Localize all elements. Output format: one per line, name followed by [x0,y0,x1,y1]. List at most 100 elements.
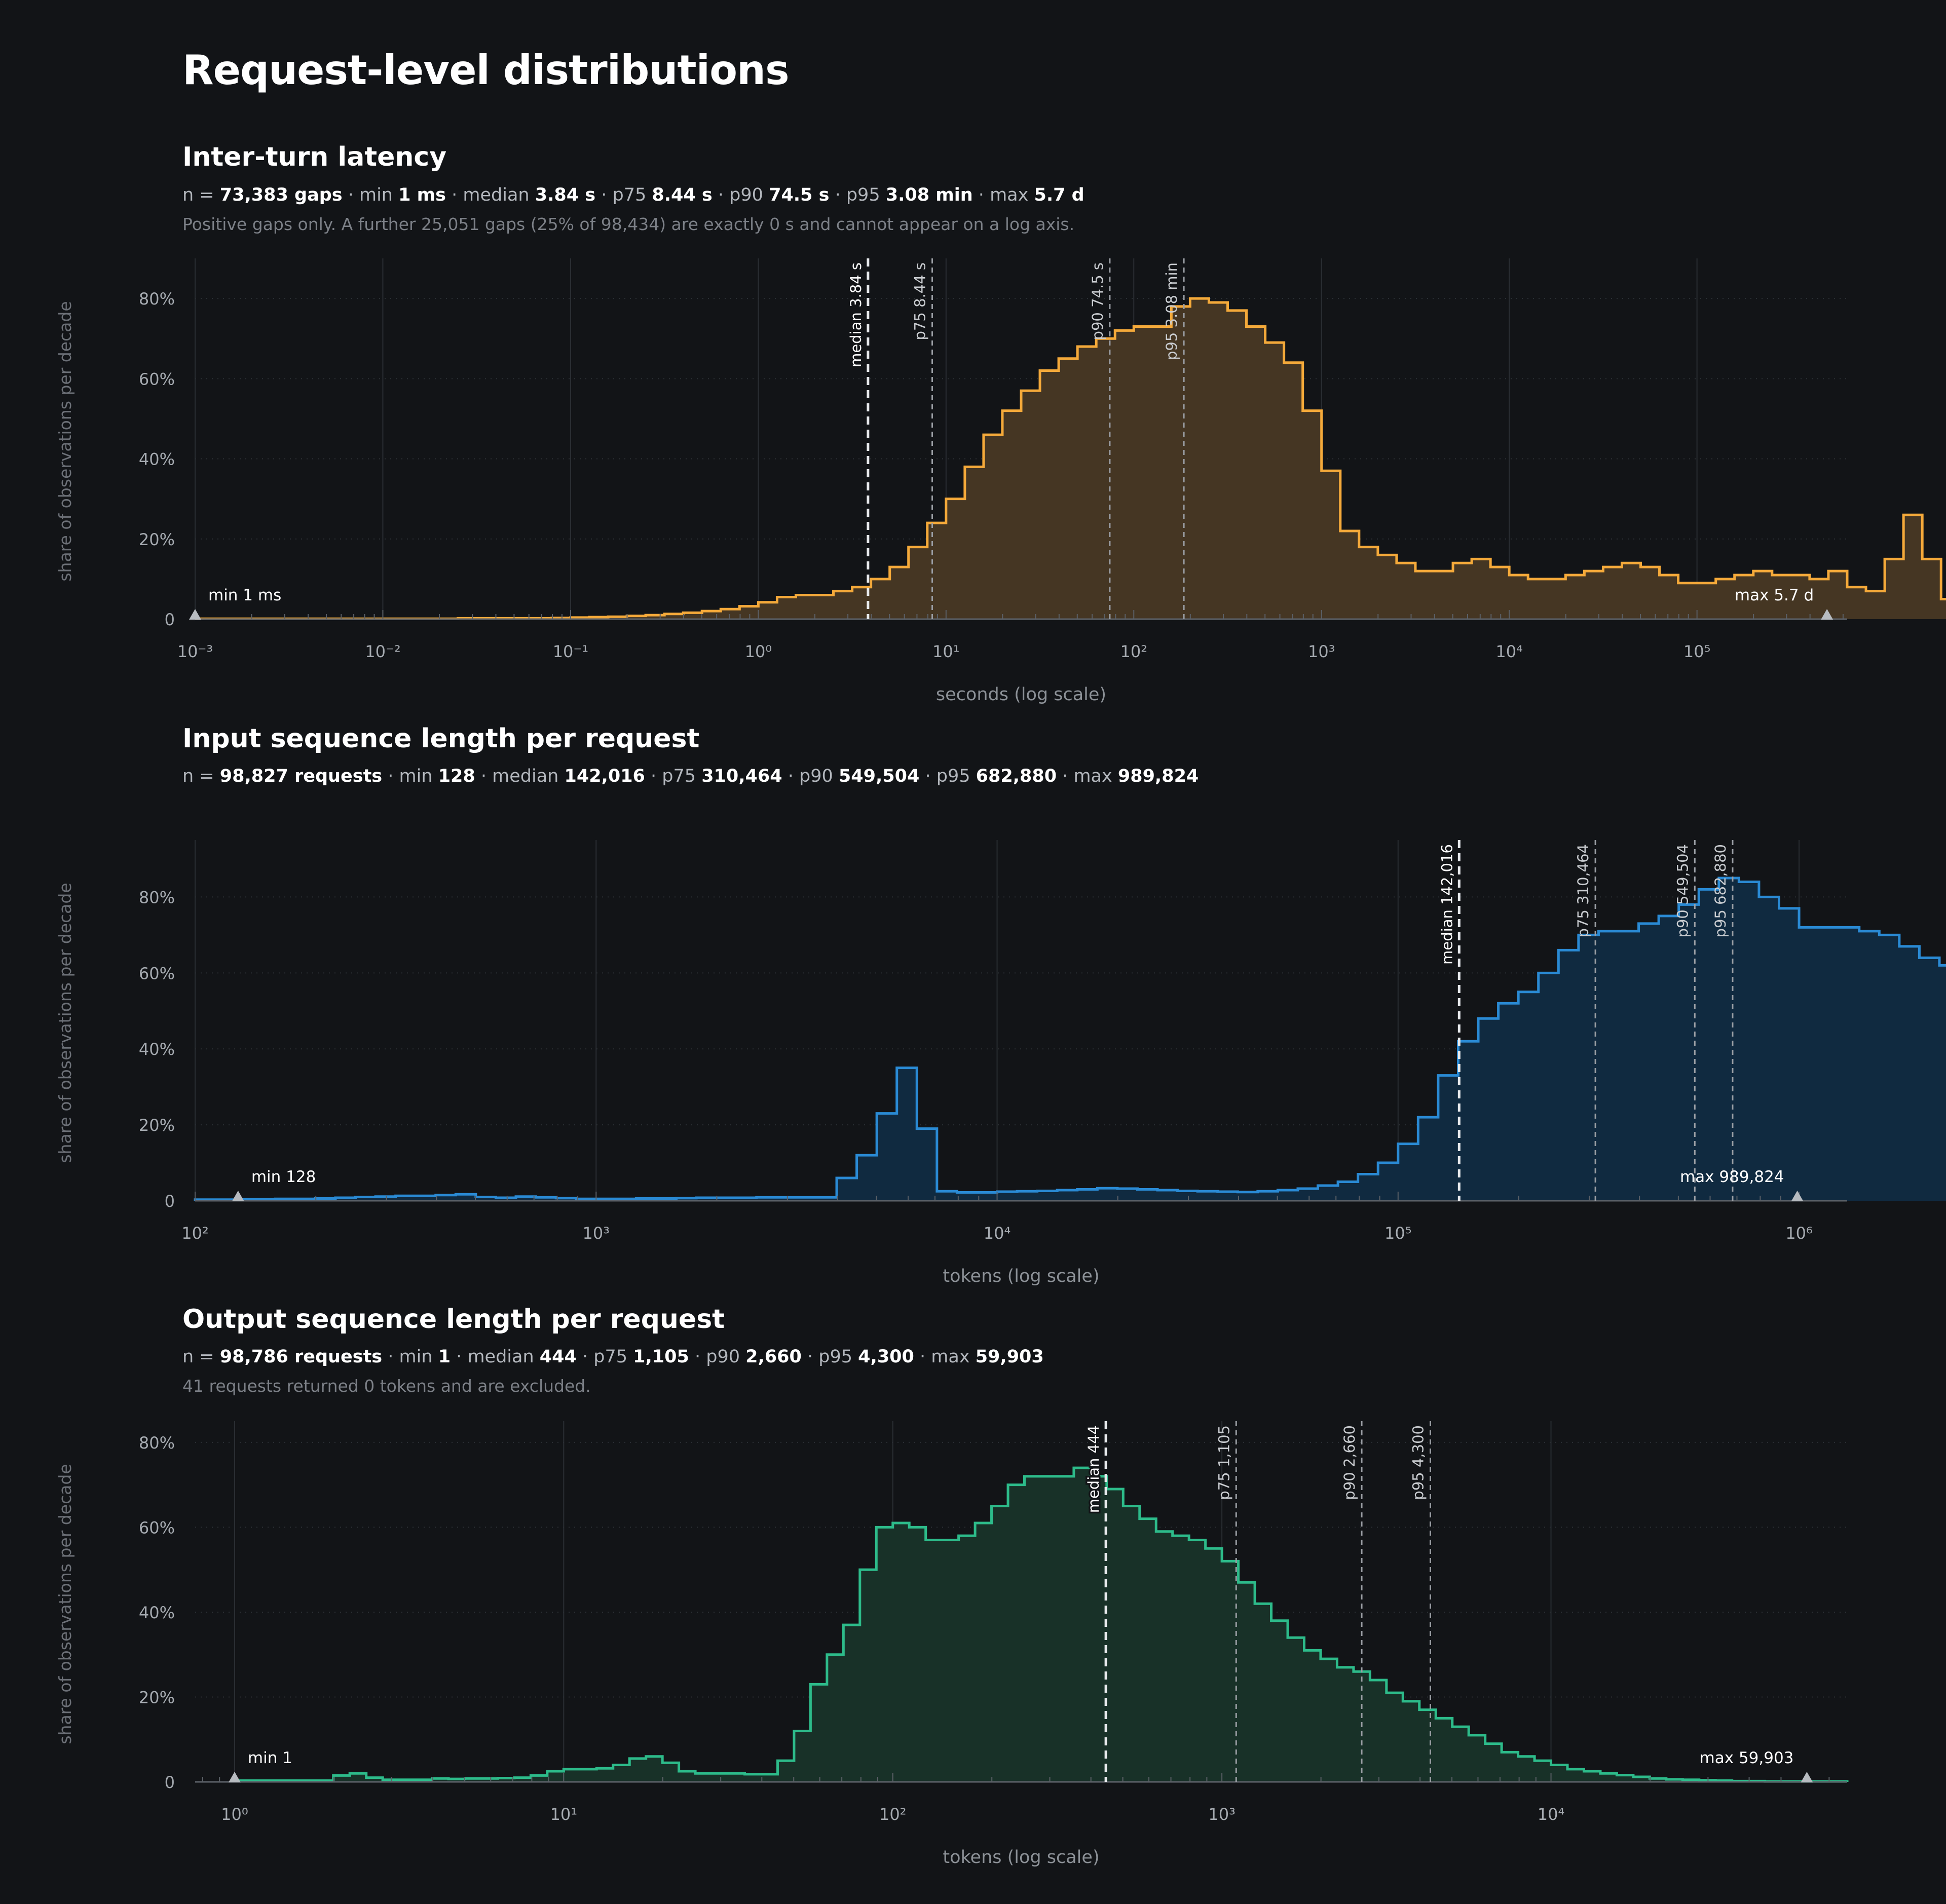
histogram-bar [1598,931,1619,1201]
histogram-bar [1899,946,1920,1201]
histogram-bar [580,1769,596,1782]
y-tick-label: 60% [139,1518,175,1537]
stat-value: 989,824 [1117,766,1199,786]
latency-stats-line: n = 73,383 gaps · min 1 ms · median 3.84… [182,185,1084,205]
min-marker-triangle [189,609,201,620]
histogram-bar [1178,1191,1198,1201]
stat-value: 310,464 [701,766,782,786]
histogram-bar [1641,567,1660,619]
histogram-bar [1041,1476,1057,1782]
stat-value: 3.84 s [535,185,596,205]
y-tick-label: 20% [139,530,175,549]
y-tick-label: 0 [165,1773,175,1792]
histogram-bar [1619,931,1639,1201]
histogram-bar [1278,1190,1298,1201]
histogram-bar [1040,371,1059,619]
histogram-area [195,878,1946,1201]
osl-note: 41 requests returned 0 tokens and are ex… [182,1376,591,1396]
stat-value: 59,903 [975,1347,1044,1367]
stat-value: 1 [438,1347,451,1367]
y-axis-title: share of observations per decade [55,1464,75,1744]
histogram-bar [1137,1190,1157,1201]
histogram-bar [712,1773,728,1782]
histogram-outline [233,1466,1849,1783]
histogram-bar [890,567,909,619]
histogram-bar [1679,904,1699,1201]
min-marker-triangle [232,1191,244,1201]
stats-separator: · [342,185,359,205]
percentile-label: p95 682,880 [1712,844,1729,937]
histogram-bar [796,595,814,619]
histogram-bar [827,1655,843,1782]
histogram-bar [629,1759,646,1782]
histogram-bar [777,1761,794,1782]
histogram-bar [975,1523,991,1782]
histogram-bar [1779,908,1799,1201]
histogram-bar [1600,1773,1617,1782]
histogram-bar [837,1178,857,1201]
y-tick-label: 80% [139,888,175,907]
histogram-bar [1209,302,1227,619]
y-tick-label: 40% [139,1040,175,1059]
x-tick-label: 10⁵ [1384,1224,1412,1243]
stats-separator: · [919,766,937,786]
histogram-bar [992,1506,1008,1782]
stats-separator: · [801,1347,819,1367]
stat-label: p90 [729,185,763,205]
histogram-bar [1017,1191,1037,1201]
y-tick-label: 0 [165,1192,175,1211]
stat-value: 549,504 [838,766,920,786]
histogram-bar [679,1771,695,1782]
stats-separator: · [595,185,613,205]
stat-value: 74.5 s [769,185,830,205]
histogram-bar [1436,1718,1452,1782]
histogram-bar [1370,1680,1386,1782]
x-tick-label: 10¹ [550,1805,578,1824]
stat-label: p90 [706,1347,740,1367]
histogram-bar [1678,583,1697,619]
max-marker-triangle [1791,1191,1804,1201]
histogram-bar [1021,391,1040,619]
histogram-bar [1839,927,1859,1201]
histogram-bar [1265,342,1284,619]
y-axis-title: share of observations per decade [55,301,75,581]
histogram-bar [1090,1476,1106,1782]
histogram-bar [1037,1191,1058,1201]
x-tick-label: 10⁴ [1538,1805,1565,1824]
histogram-bar [1322,471,1340,619]
stat-label: n = [182,1347,214,1367]
stat-label: min [399,1347,433,1367]
histogram-bar [1238,1192,1258,1201]
histogram-bar [810,1684,827,1782]
histogram-bar [1716,579,1735,619]
histogram-bar [1453,563,1472,619]
histogram-bar [876,1527,892,1782]
histogram-bar [871,579,890,619]
stat-label: p75 [612,185,647,205]
stat-label: median [467,1347,534,1367]
min-marker-label: min 1 ms [208,586,281,604]
x-axis-title: tokens (log scale) [943,1266,1099,1286]
histogram-bar [1603,567,1622,619]
y-tick-label: 0 [165,610,175,629]
stat-label: min [359,185,393,205]
histogram-bar [1303,411,1322,619]
stat-label: median [463,185,530,205]
stat-value: 5.7 d [1034,185,1084,205]
histogram-bar [1922,559,1941,619]
x-tick-label: 10⁻³ [177,642,213,661]
x-tick-label: 10⁻¹ [553,642,588,661]
histogram-bar [1739,882,1759,1201]
x-tick-label: 10⁰ [221,1805,248,1824]
min-marker-label: min 1 [248,1749,292,1767]
percentile-label: p75 310,464 [1575,844,1592,937]
histogram-bar [1518,1757,1535,1782]
histogram-bar [1197,1191,1218,1201]
y-tick-label: 40% [139,450,175,469]
histogram-bar [1096,338,1115,619]
histogram-bar [1584,1771,1600,1782]
histogram-bars [195,298,1946,619]
histogram-bar [942,1540,958,1782]
y-tick-label: 20% [139,1116,175,1135]
histogram-bar [1499,1003,1519,1201]
